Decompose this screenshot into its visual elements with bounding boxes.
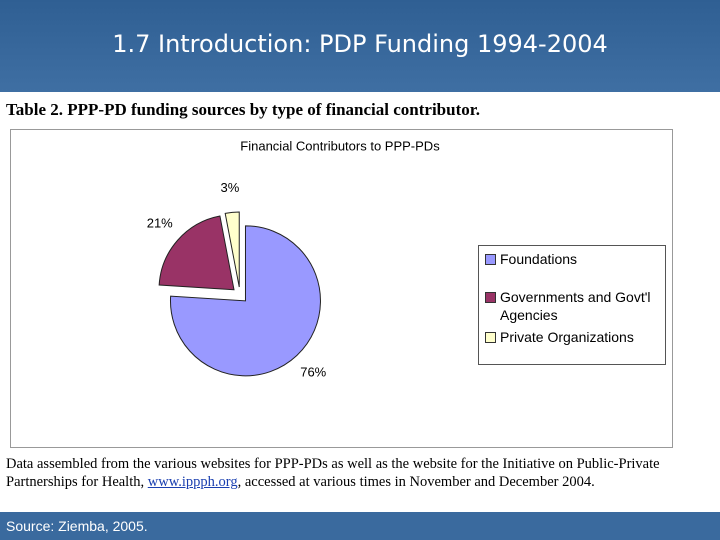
legend-swatch [485, 254, 496, 265]
legend: Foundations Governments and Govt'l Agenci… [478, 245, 666, 365]
chart-title: Financial Contributors to PPP-PDs [240, 138, 440, 153]
data-label: 3% [221, 180, 240, 195]
legend-swatch [485, 332, 496, 343]
footer: Source: Ziemba, 2005. [0, 512, 720, 540]
note-text: , accessed at various times in November … [237, 474, 595, 490]
header: 1.7 Introduction: PDP Funding 1994-2004 [0, 0, 720, 92]
slide-title: 1.7 Introduction: PDP Funding 1994-2004 [112, 30, 608, 58]
data-label: 21% [147, 216, 173, 231]
legend-item: Private Organizations [485, 328, 663, 346]
source: Source: Ziemba, 2005. [6, 518, 148, 534]
chart-frame [10, 129, 673, 448]
note-text: Data assembled from the various websites… [6, 456, 660, 490]
legend-label: Private Organizations [500, 329, 634, 345]
legend-label: Governments and Govt'l Agencies [500, 289, 651, 323]
pie-slice [158, 215, 235, 291]
caption: Table 2. PPP-PD funding sources by type … [6, 100, 480, 119]
link[interactable]: www.ippph.org [147, 474, 238, 490]
note: Data assembled from the various websites… [6, 455, 711, 491]
legend-swatch [485, 292, 496, 303]
legend-item: Foundations [485, 250, 663, 268]
pie-slice [224, 211, 240, 288]
data-label: 76% [300, 364, 326, 379]
pie-slice [170, 225, 321, 377]
legend-item: Governments and Govt'l Agencies [485, 288, 663, 324]
legend-label: Foundations [500, 251, 578, 267]
